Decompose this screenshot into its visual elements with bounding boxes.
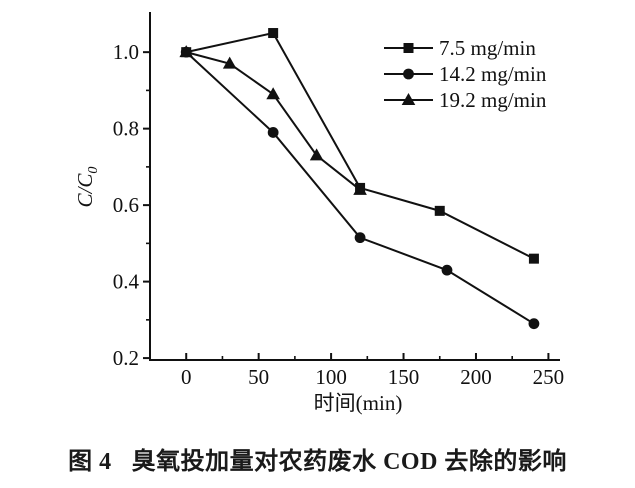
data-point-marker xyxy=(528,253,539,264)
legend-entry-2: 19.2 mg/min xyxy=(384,88,547,112)
data-point-marker xyxy=(181,47,192,58)
legend-circle-icon xyxy=(403,68,414,80)
data-point-marker xyxy=(528,318,540,330)
figure-caption: 图 4 臭氧投加量对农药废水 COD 去除的影响 xyxy=(0,441,635,476)
data-point-marker xyxy=(354,232,366,244)
legend-label: 14.2 mg/min xyxy=(439,62,547,86)
series-line xyxy=(185,51,361,191)
x-axis-label: 时间(min) xyxy=(314,391,403,415)
data-point-marker xyxy=(309,148,324,161)
data-point-marker xyxy=(267,127,279,138)
y-tick-label: 0.2 xyxy=(113,346,139,370)
series-square xyxy=(181,28,539,264)
series-triangle xyxy=(179,45,367,195)
figure-caption-label: 图 4 xyxy=(68,449,112,475)
y-tick-label: 0.4 xyxy=(113,270,140,294)
legend-entry-1: 14.2 mg/min xyxy=(384,62,547,86)
data-point-marker xyxy=(434,205,445,216)
legend-square-icon xyxy=(403,43,414,53)
x-tick-label: 250 xyxy=(533,365,565,389)
y-axis-label: C/C0 xyxy=(73,167,101,208)
figure-caption-text: 臭氧投加量对农药废水 COD 去除的影响 xyxy=(131,449,567,475)
x-tick-label: 50 xyxy=(248,365,269,389)
data-point-marker xyxy=(268,28,279,39)
x-tick-label: 0 xyxy=(181,365,192,389)
x-tick-label: 200 xyxy=(460,365,492,389)
y-tick-label: 0.6 xyxy=(113,193,139,217)
data-point-marker xyxy=(355,182,366,193)
legend-entry-0: 7.5 mg/min xyxy=(384,36,536,60)
data-point-marker xyxy=(441,264,453,276)
data-point-marker xyxy=(266,87,280,100)
x-tick-label: 100 xyxy=(315,365,347,389)
x-tick-label: 150 xyxy=(388,365,420,389)
y-tick-label: 0.8 xyxy=(113,117,139,141)
cod-removal-line-chart: 0.2 0.4 0.6 0.8 1.0 0 50 100 150 200 250 时间(min) C/C… xyxy=(73,12,565,415)
legend-label: 19.2 mg/min xyxy=(439,88,547,112)
y-tick-label: 1.0 xyxy=(113,40,139,64)
data-point-marker xyxy=(222,56,237,69)
legend-triangle-icon xyxy=(401,93,416,105)
legend-label: 7.5 mg/min xyxy=(439,36,536,60)
